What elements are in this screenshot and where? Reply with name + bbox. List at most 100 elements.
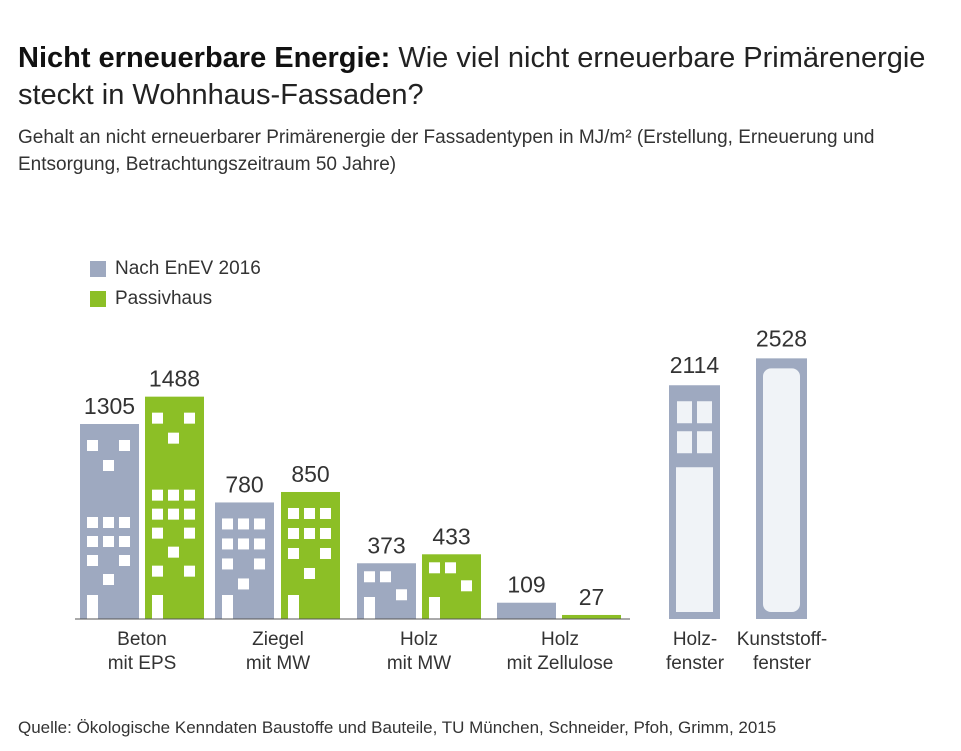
building-window — [304, 507, 315, 519]
window-pane — [697, 401, 712, 424]
bar-passivhaus — [145, 396, 204, 619]
category-label: mit MW — [387, 653, 451, 674]
building-window — [103, 536, 114, 547]
data-label: 109 — [507, 572, 545, 598]
legend-item-passivhaus: Passivhaus — [90, 284, 261, 314]
data-label: 850 — [291, 461, 329, 487]
building-window — [119, 555, 130, 566]
building-window — [396, 589, 407, 601]
building-door — [429, 597, 440, 619]
building-window — [168, 489, 179, 501]
building-window — [364, 571, 375, 583]
building-window — [152, 565, 163, 577]
building-window — [288, 527, 299, 539]
building-window — [152, 489, 163, 501]
building-window — [320, 507, 331, 519]
window-pane — [677, 431, 692, 454]
data-label: 27 — [579, 584, 605, 610]
legend-label-passivhaus: Passivhaus — [115, 288, 213, 309]
building-window — [87, 536, 98, 547]
data-label: 1305 — [84, 393, 135, 419]
chart-title: Nicht erneuerbare Energie: Wie viel nich… — [18, 40, 948, 114]
building-window — [103, 517, 114, 528]
building-window — [168, 546, 179, 558]
building-window — [445, 562, 456, 574]
building-window — [222, 538, 233, 550]
building-window — [87, 555, 98, 566]
building-door — [288, 595, 299, 619]
window-pane — [697, 431, 712, 454]
chart-title-rest: Wie viel nicht erneuerbare Primärenergie… — [18, 42, 926, 111]
legend-label-enev: Nach EnEV 2016 — [115, 258, 261, 279]
chart-title-bold: Nicht erneuerbare Energie: — [18, 42, 391, 74]
category-label: Beton — [117, 629, 167, 650]
building-window — [168, 432, 179, 444]
building-window — [238, 538, 249, 550]
bar-passivhaus — [562, 614, 621, 619]
building-window — [380, 571, 391, 583]
building-window — [238, 518, 249, 530]
category-label: Holz- — [673, 629, 717, 650]
building-window — [168, 508, 179, 520]
category-label: mit Zellulose — [507, 653, 614, 674]
source-note: Quelle: Ökologische Kenndaten Baustoffe … — [18, 718, 777, 737]
category-label: Ziegel — [252, 629, 304, 650]
chart-subtitle: Gehalt an nicht erneuerbarer Primärenerg… — [18, 127, 875, 175]
building-window — [304, 567, 315, 579]
building-window — [103, 460, 114, 471]
building-window — [119, 440, 130, 451]
building-window — [152, 412, 163, 424]
data-label: 2114 — [670, 352, 720, 378]
building-window — [254, 558, 265, 570]
legend-swatch-passivhaus — [90, 291, 106, 307]
building-window — [288, 507, 299, 519]
window-glass — [763, 368, 800, 612]
building-window — [103, 574, 114, 585]
legend: Nach EnEV 2016 Passivhaus — [90, 254, 261, 314]
building-window — [184, 508, 195, 520]
building-window — [87, 517, 98, 528]
building-window — [152, 527, 163, 539]
building-window — [184, 527, 195, 539]
building-window — [461, 580, 472, 592]
building-door — [87, 595, 98, 619]
category-label: Kunststoff- — [737, 629, 827, 650]
building-window — [152, 508, 163, 520]
building-window — [238, 578, 249, 590]
building-window — [184, 489, 195, 501]
building-window — [222, 518, 233, 530]
building-window — [184, 565, 195, 577]
building-window — [254, 518, 265, 530]
data-label: 1488 — [149, 366, 200, 392]
building-window — [429, 562, 440, 574]
category-label: fenster — [666, 653, 725, 674]
building-window — [288, 547, 299, 559]
building-window — [222, 558, 233, 570]
building-window — [254, 538, 265, 550]
data-label: 780 — [225, 471, 263, 497]
building-door — [152, 595, 163, 619]
building-door — [222, 595, 233, 619]
building-window — [87, 440, 98, 451]
data-label: 433 — [432, 523, 470, 549]
window-pane — [677, 401, 692, 424]
building-window — [320, 527, 331, 539]
building-window — [119, 517, 130, 528]
building-window — [184, 412, 195, 424]
category-label: Holz — [541, 629, 579, 650]
category-label: Holz — [400, 629, 438, 650]
building-window — [304, 527, 315, 539]
legend-item-enev: Nach EnEV 2016 — [90, 254, 261, 284]
bar-enev — [497, 602, 556, 619]
category-label: fenster — [753, 653, 812, 674]
category-label: mit MW — [246, 653, 310, 674]
window-glass — [676, 467, 713, 612]
legend-swatch-enev — [90, 261, 106, 277]
data-label: 373 — [367, 532, 405, 558]
data-label: 2528 — [756, 325, 807, 351]
category-label: mit EPS — [108, 653, 177, 674]
building-window — [320, 547, 331, 559]
building-door — [364, 597, 375, 619]
building-window — [119, 536, 130, 547]
